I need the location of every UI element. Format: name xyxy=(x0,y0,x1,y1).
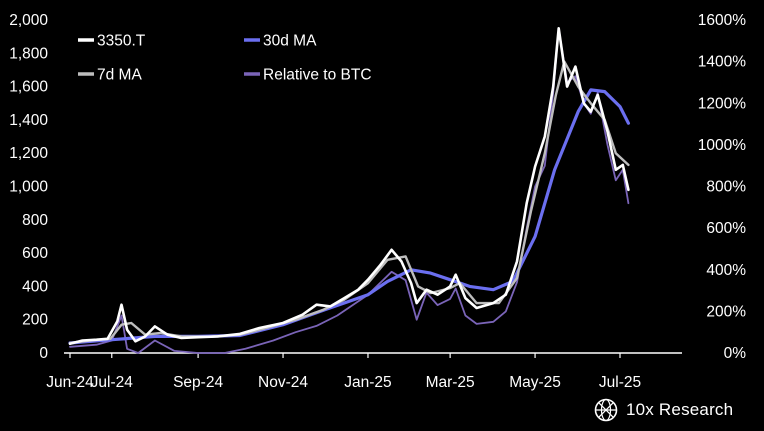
series-line-3350-t xyxy=(68,27,630,346)
x-axis-tick-label: May-25 xyxy=(509,374,561,391)
right-axis-tick-label: 1400% xyxy=(698,54,746,71)
left-axis-tick-label: 1,400 xyxy=(9,112,48,129)
right-axis-tick-label: 200% xyxy=(706,303,746,320)
right-axis-tick-label: 600% xyxy=(706,220,746,237)
x-axis-tick-label: Jul-25 xyxy=(599,374,641,391)
right-axis-tick-label: 1000% xyxy=(698,137,746,154)
right-axis-tick-label: 800% xyxy=(706,179,746,196)
x-axis-tick-label: Jul-24 xyxy=(91,374,134,391)
left-axis-tick-label: 600 xyxy=(22,245,48,262)
legend-label-30d-ma: 30d MA xyxy=(263,33,317,50)
right-axis-tick-label: 400% xyxy=(706,262,746,279)
left-axis-tick-label: 200 xyxy=(22,312,48,329)
x-axis-tick-label: Sep-24 xyxy=(173,374,223,391)
brand-logo: 10x Research xyxy=(594,397,733,423)
x-axis-tick-label: Jun-24 xyxy=(46,374,94,391)
right-axis-tick-label: 1600% xyxy=(698,12,746,29)
right-y-axis: 0% 200% 400% 600% 800% 1000% 1200% 1400% 1600% xyxy=(698,12,746,362)
x-axis-tick-label: Jan-25 xyxy=(344,374,391,391)
legend-label-3350-t: 3350.T xyxy=(97,33,146,50)
series-line-7d-ma xyxy=(68,60,630,345)
x-axis-tick-label: Mar-25 xyxy=(426,374,475,391)
left-axis-tick-label: 800 xyxy=(22,212,48,229)
right-axis-tick-label: 1200% xyxy=(698,95,746,112)
left-axis-tick-label: 0 xyxy=(39,345,48,362)
legend-label-7d-ma: 7d MA xyxy=(97,67,142,84)
brand-name: 10x Research xyxy=(626,400,734,419)
x-axis-tick-label: Nov-24 xyxy=(258,374,308,391)
series-layer xyxy=(68,27,630,354)
left-axis-tick-label: 1,800 xyxy=(9,45,48,62)
left-axis-tick-label: 1,600 xyxy=(9,79,48,96)
left-axis-tick-label: 1,200 xyxy=(9,145,48,162)
legend-label-relative-to-btc: Relative to BTC xyxy=(263,67,372,84)
right-axis-tick-label: 0% xyxy=(724,345,747,362)
series-line-30d-ma xyxy=(68,88,630,345)
left-axis-tick-label: 400 xyxy=(22,278,48,295)
series-line-relative-to-btc xyxy=(69,27,630,354)
legend: 3350.T 30d MA 7d MA Relative to BTC xyxy=(78,33,372,84)
left-y-axis: 0 200 400 600 800 1,000 1,200 1,400 1,600 1,800 2,… xyxy=(9,12,48,362)
globe-grid-logo-icon xyxy=(594,398,618,422)
left-axis-tick-label: 2,000 xyxy=(9,12,48,29)
left-axis-tick-label: 1,000 xyxy=(9,179,48,196)
